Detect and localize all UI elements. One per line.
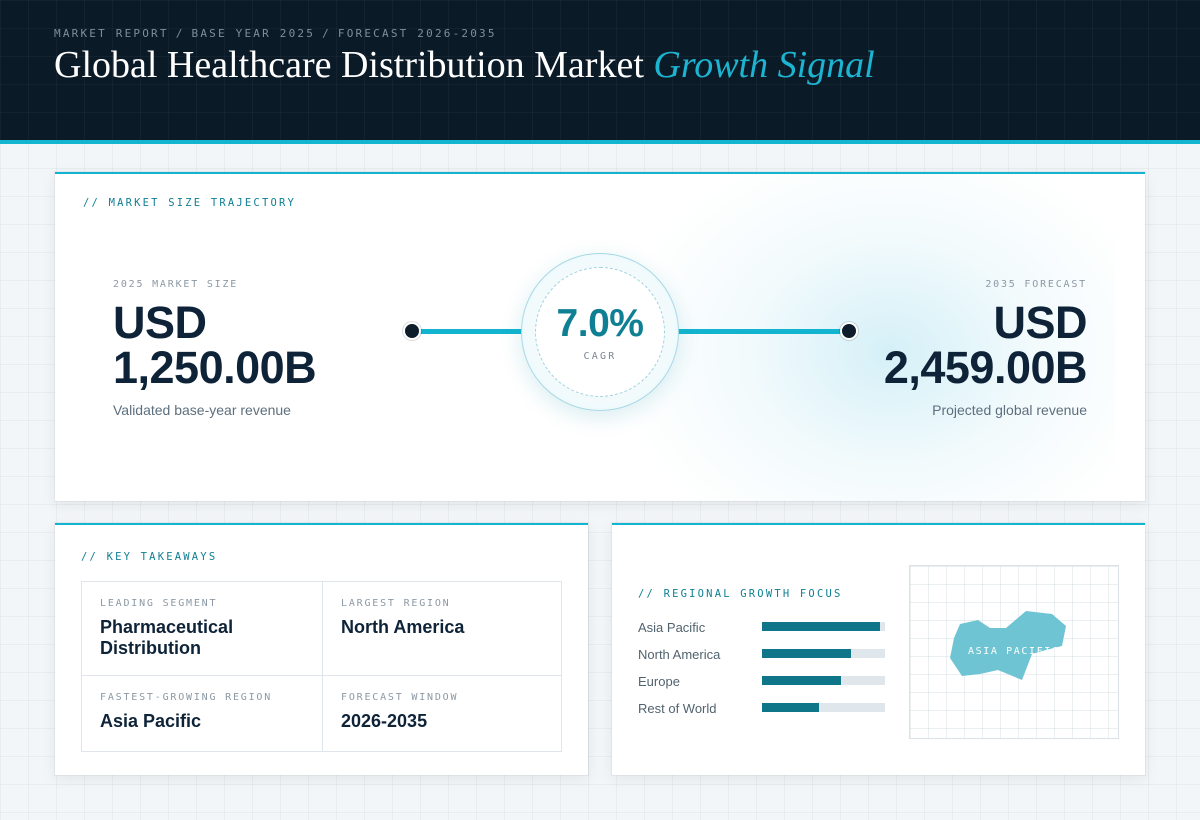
takeaway-value: Asia Pacific: [100, 711, 202, 731]
region-name: North America: [638, 647, 721, 662]
takeaways-grid: LEADING SEGMENT Pharmaceutical Distribut…: [81, 581, 562, 752]
takeaway-label: LEADING SEGMENT: [100, 598, 218, 609]
end-caption: Projected global revenue: [932, 402, 1087, 418]
takeaway-label: FORECAST WINDOW: [341, 692, 459, 703]
region-bar-fill: [762, 622, 881, 631]
takeaway-forecast-window: FORECAST WINDOW 2026-2035: [322, 675, 561, 751]
regional-bars: Asia Pacific North America Europe Rest o…: [638, 618, 886, 726]
eyebrow-separator: /: [175, 27, 185, 40]
takeaway-leading-segment: LEADING SEGMENT Pharmaceutical Distribut…: [82, 582, 322, 675]
page-title: Global Healthcare Distribution Market Gr…: [54, 43, 875, 87]
start-caption: Validated base-year revenue: [113, 402, 291, 418]
asia-pacific-region-shape: [950, 611, 1066, 680]
start-label: 2025 MARKET SIZE: [113, 279, 239, 290]
start-amount: 1,250.00B: [113, 342, 317, 393]
page-title-main: Global Healthcare Distribution Market: [54, 44, 644, 86]
takeaway-fastest-growing-region: FASTEST-GROWING REGION Asia Pacific: [82, 675, 322, 751]
cagr-label: CAGR: [583, 351, 617, 362]
region-bar-fill: [762, 649, 851, 658]
eyebrow-separator: /: [322, 27, 331, 40]
cagr-inner-circle: 7.0% CAGR: [535, 267, 665, 397]
start-currency: USD: [113, 297, 207, 348]
report-eyebrow: MARKET REPORT / BASE YEAR 2025 / FORECAST 20…: [54, 27, 497, 40]
end-amount: 2,459.00B: [883, 342, 1088, 393]
takeaway-label: LARGEST REGION: [341, 598, 451, 609]
takeaway-largest-region: LARGEST REGION North America: [322, 582, 561, 675]
region-map: ASIA PACIFIC: [909, 565, 1119, 739]
cagr-value: 7.0%: [556, 302, 644, 345]
report-header: MARKET REPORT / BASE YEAR 2025 / FORECAST 20…: [0, 0, 1200, 144]
end-value: USD 2,459.00B: [883, 297, 1088, 393]
region-name: Rest of World: [638, 701, 717, 716]
end-label: 2035 FORECAST: [985, 279, 1087, 290]
asia-pacific-map-shape: [950, 611, 1066, 680]
region-name: Asia Pacific: [638, 620, 706, 635]
trajectory-start-dot: [403, 322, 421, 340]
eyebrow-forecast: FORECAST 2026-2035: [337, 27, 497, 40]
region-row-north-america: North America: [638, 645, 886, 672]
region-name: Europe: [638, 674, 680, 689]
region-row-asia-pacific: Asia Pacific: [638, 618, 886, 645]
takeaway-value: 2026-2035: [341, 711, 428, 731]
region-bar-track: [762, 676, 885, 685]
key-takeaways-panel: // KEY TAKEAWAYS LEADING SEGMENT Pharmac…: [55, 523, 588, 775]
takeaway-value: North America: [341, 617, 465, 637]
section-label-regional: // REGIONAL GROWTH FOCUS: [638, 588, 843, 600]
eyebrow-base-year: BASE YEAR 2025: [191, 27, 316, 40]
page-title-accent: Growth Signal: [653, 44, 875, 86]
region-bar-fill: [762, 676, 841, 685]
region-row-europe: Europe: [638, 672, 886, 699]
end-currency: USD: [993, 297, 1087, 348]
eyebrow-report-type: MARKET REPORT: [54, 27, 169, 40]
start-value: USD 1,250.00B: [113, 297, 317, 393]
region-bar-fill: [762, 703, 819, 712]
region-row-rest-of-world: Rest of World: [638, 699, 886, 726]
end-forecast: 2035 FORECAST USD 2,459.00B Projected gl…: [883, 279, 1088, 418]
map-region-label: ASIA PACIFIC: [968, 646, 1060, 657]
start-market-size: 2025 MARKET SIZE USD 1,250.00B Validated…: [113, 279, 317, 418]
region-bar-track: [762, 622, 885, 631]
region-bar-track: [762, 703, 885, 712]
takeaway-value: Pharmaceutical Distribution: [100, 617, 234, 658]
cagr-badge: 7.0% CAGR: [521, 253, 679, 411]
regional-growth-panel: // REGIONAL GROWTH FOCUS Asia Pacific No…: [612, 523, 1145, 775]
section-label-trajectory: // MARKET SIZE TRAJECTORY: [83, 197, 297, 209]
trajectory-end-dot: [840, 322, 858, 340]
background-glow: [615, 174, 1115, 501]
section-label-takeaways: // KEY TAKEAWAYS: [81, 551, 218, 563]
region-bar-track: [762, 649, 885, 658]
market-size-trajectory-panel: // MARKET SIZE TRAJECTORY 2025 MARKET SI…: [55, 172, 1145, 501]
takeaway-label: FASTEST-GROWING REGION: [100, 692, 273, 703]
